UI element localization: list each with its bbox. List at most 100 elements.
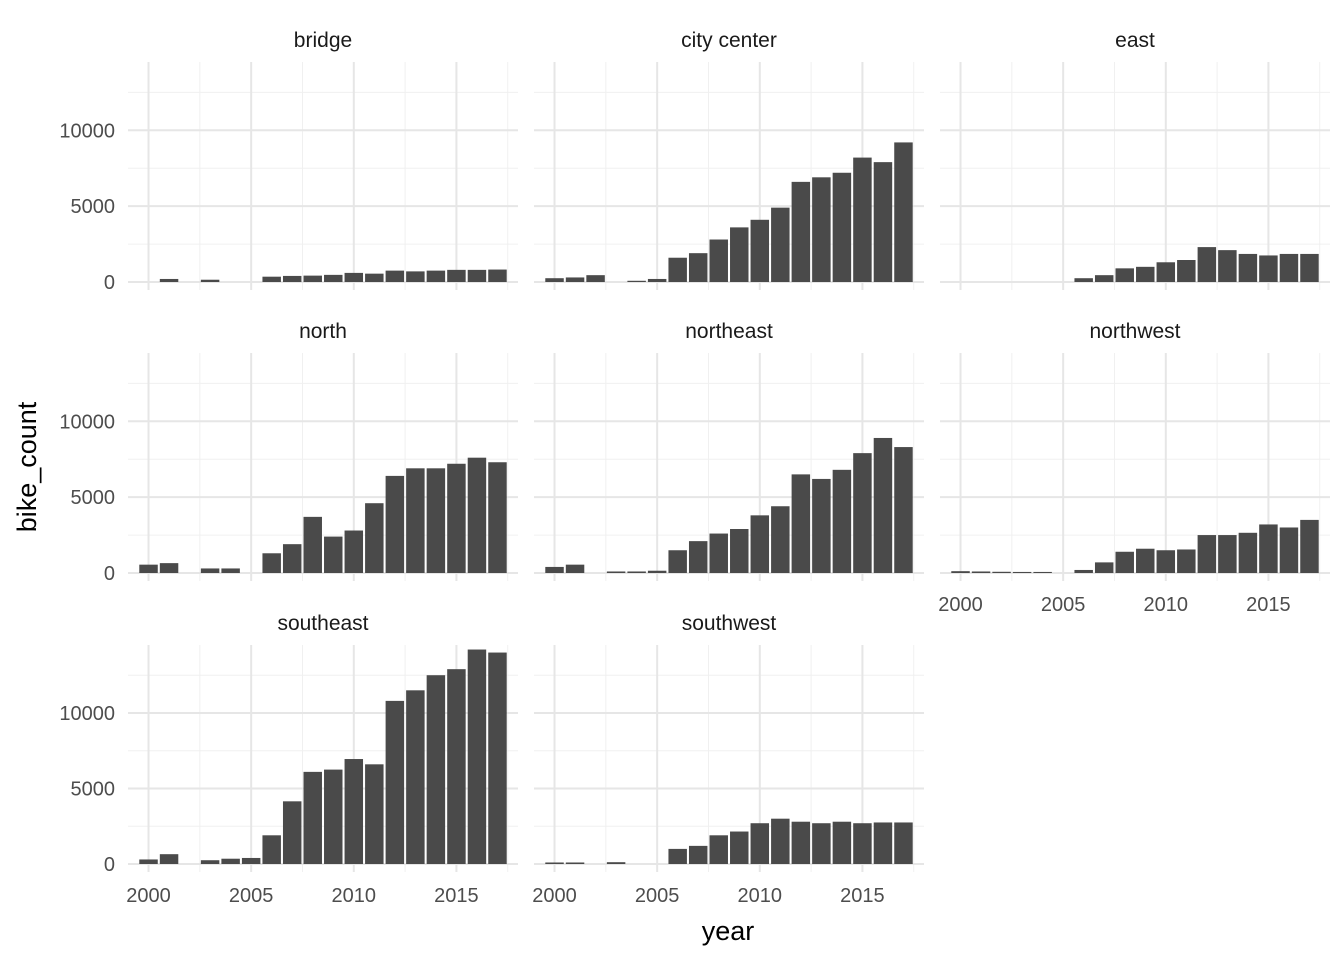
bar-southeast-2012 — [385, 700, 405, 864]
bar-city-center-2006 — [668, 257, 687, 282]
bar-city-center-2013 — [812, 177, 831, 282]
y-tick-label: 10000 — [59, 411, 115, 433]
bar-bridge-2007 — [282, 275, 302, 282]
bar-city-center-2000 — [545, 278, 564, 282]
bar-southwest-2006 — [668, 848, 687, 864]
bar-southeast-2009 — [324, 769, 343, 864]
bar-southeast-2016 — [467, 649, 487, 864]
bar-northwest-2002 — [992, 571, 1011, 573]
bar-southeast-2014 — [426, 675, 446, 864]
bar-southeast-2000 — [139, 859, 158, 864]
bar-city-center-2007 — [688, 253, 708, 282]
y-tick-label: 5000 — [71, 487, 116, 509]
bar-northeast-2015 — [853, 453, 872, 573]
bar-north-2007 — [282, 544, 302, 573]
bar-north-2004 — [221, 568, 240, 573]
bar-east-2017 — [1300, 253, 1319, 282]
bar-north-2009 — [324, 536, 343, 573]
x-tick-label: 2010 — [332, 885, 377, 907]
bar-north-2011 — [365, 503, 384, 573]
bar-east-2008 — [1115, 268, 1134, 282]
facet-panel-southwest: southwest 2000 2005 2010 2015 — [532, 612, 924, 907]
bar-southeast-2007 — [282, 801, 302, 864]
facet-strip-label: northwest — [1089, 320, 1180, 343]
bar-southwest-2015 — [853, 823, 872, 864]
bar-southeast-2005 — [241, 857, 261, 864]
bar-east-2013 — [1218, 250, 1237, 282]
bar-southeast-2003 — [200, 860, 220, 864]
bars — [545, 142, 913, 282]
bar-southwest-2008 — [709, 835, 728, 864]
bar-southwest-2000 — [545, 862, 564, 864]
x-axis-title: year — [702, 916, 755, 946]
minor-gridlines — [128, 62, 518, 290]
bar-northeast-2000 — [545, 566, 564, 573]
bar-bridge-2016 — [467, 269, 487, 282]
bar-north-2001 — [159, 563, 179, 573]
bar-southeast-2015 — [447, 669, 466, 864]
bar-northeast-2003 — [606, 571, 626, 573]
facet-panel-bridge: bridge 0 5000 10000 — [59, 29, 518, 294]
bar-city-center-2010 — [750, 219, 770, 282]
facet-panel-southeast: southeast 0 5000 10000 2000 2005 2010 2015 — [59, 612, 518, 907]
bar-bridge-2001 — [159, 278, 179, 282]
bar-city-center-2012 — [791, 181, 811, 282]
bar-northeast-2013 — [812, 478, 831, 573]
bar-southeast-2001 — [159, 854, 179, 864]
bar-north-2016 — [467, 457, 487, 573]
facet-strip-label: southwest — [682, 612, 777, 635]
bars — [1074, 247, 1319, 282]
bar-bridge-2017 — [488, 269, 507, 282]
bar-northwest-2003 — [1012, 571, 1032, 573]
bar-east-2009 — [1136, 266, 1155, 282]
x-tick-label: 2000 — [532, 885, 577, 907]
bar-city-center-2009 — [730, 227, 749, 282]
y-tick-label: 10000 — [59, 120, 115, 142]
x-tick-label: 2000 — [126, 885, 171, 907]
bar-southwest-2012 — [791, 821, 811, 864]
bar-northeast-2006 — [668, 550, 687, 573]
bar-bridge-2009 — [324, 274, 343, 282]
bar-city-center-2017 — [894, 142, 913, 282]
bar-southwest-2013 — [812, 823, 831, 864]
x-tick-label: 2005 — [1041, 594, 1086, 616]
bar-southwest-2011 — [771, 818, 790, 864]
bar-northeast-2008 — [709, 533, 728, 573]
bar-southeast-2010 — [344, 759, 364, 864]
bar-northwest-2010 — [1156, 550, 1176, 573]
bar-southeast-2006 — [262, 835, 281, 864]
bar-northwest-2014 — [1238, 532, 1258, 573]
bar-city-center-2005 — [647, 278, 667, 282]
bar-north-2006 — [262, 553, 281, 573]
bar-southeast-2011 — [365, 764, 384, 864]
facet-strip-label: northeast — [685, 320, 773, 343]
x-tick-label: 2015 — [840, 885, 885, 907]
y-tick-label: 10000 — [59, 703, 115, 725]
bar-northwest-2007 — [1094, 562, 1114, 573]
facet-strip-label: bridge — [294, 29, 352, 52]
major-gridlines — [128, 62, 518, 290]
bar-bridge-2011 — [365, 273, 384, 282]
facet-panel-north: north 0 5000 10000 — [59, 320, 518, 585]
bar-northeast-2011 — [771, 506, 790, 573]
x-tick-label: 2005 — [635, 885, 680, 907]
bar-northeast-2017 — [894, 447, 913, 573]
bar-city-center-2004 — [627, 280, 646, 282]
x-tick-label: 2015 — [434, 885, 479, 907]
bar-east-2006 — [1074, 278, 1093, 282]
y-tick-label: 5000 — [71, 778, 116, 800]
bar-east-2015 — [1259, 255, 1278, 282]
bar-bridge-2014 — [426, 270, 446, 282]
bar-southwest-2003 — [606, 862, 626, 864]
bar-north-2015 — [447, 463, 466, 573]
bar-bridge-2003 — [200, 279, 220, 282]
bar-northeast-2014 — [832, 469, 852, 573]
bar-northwest-2006 — [1074, 569, 1093, 573]
bars — [545, 437, 913, 573]
bar-southeast-2004 — [221, 858, 240, 864]
bar-southeast-2017 — [488, 652, 507, 864]
facet-panels: bridge 0 5000 10000 city center east north 0 500… — [59, 29, 1330, 907]
bar-city-center-2014 — [832, 172, 852, 282]
bar-northwest-2004 — [1033, 571, 1052, 573]
minor-gridlines — [940, 353, 1330, 581]
